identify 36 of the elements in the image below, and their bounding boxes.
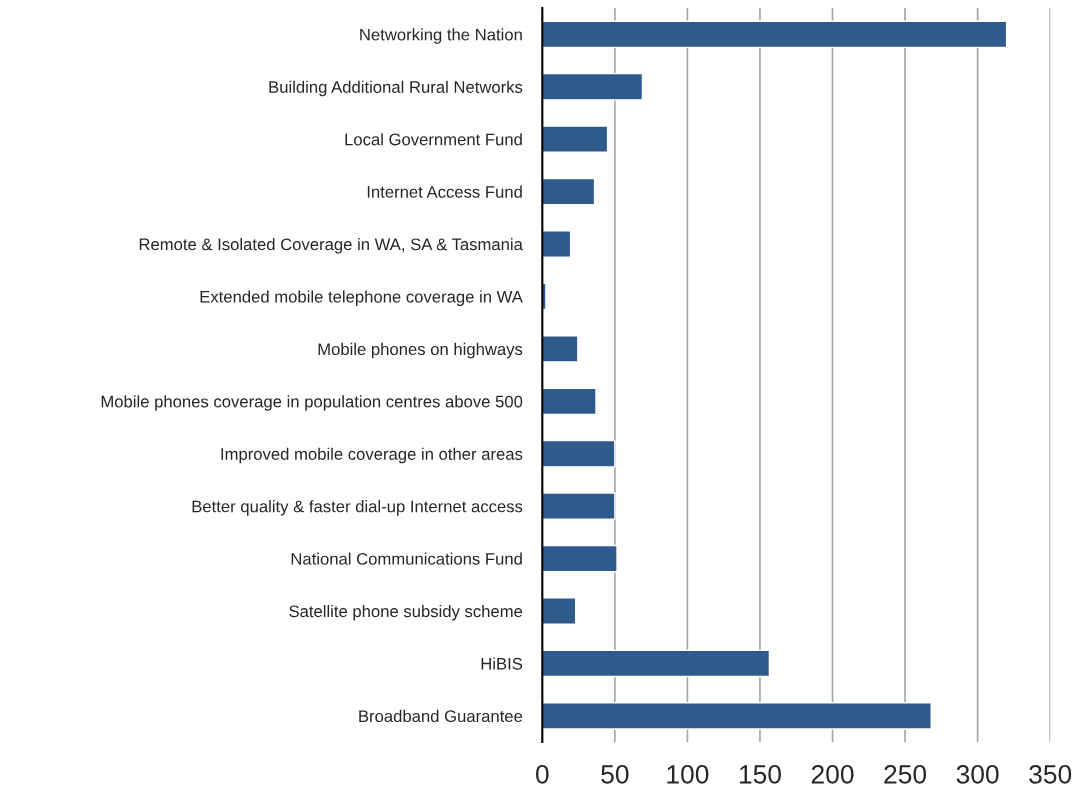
y-tick-label: HiBIS	[481, 657, 523, 670]
bar	[542, 335, 579, 363]
y-tick-label: Local Government Fund	[345, 133, 522, 146]
x-tick-label: 0	[536, 764, 549, 784]
y-tick-label: Building Additional Rural Networks	[269, 80, 523, 97]
bar	[542, 282, 547, 311]
x-tick-label: 250	[884, 764, 927, 784]
bar	[542, 20, 1008, 49]
bar	[542, 492, 616, 520]
x-tick-label: 350	[1029, 764, 1072, 784]
bar	[542, 544, 618, 573]
bar	[542, 230, 572, 258]
bar	[542, 125, 609, 153]
x-tick-label: 50	[601, 764, 629, 784]
y-tick-label: Broadband Guarantee	[359, 709, 523, 723]
y-tick-label: Internet Access Fund	[367, 185, 522, 198]
bar	[542, 597, 577, 625]
x-tick-label: 100	[667, 764, 709, 784]
x-tick-label: 200	[811, 764, 854, 784]
bar	[542, 702, 932, 730]
y-tick-label: Remote & Isolated Coverage in WA, SA & Tasmania	[139, 237, 523, 254]
x-tick-label: 150	[739, 764, 781, 784]
y-tick-label: Mobile phones coverage in population centres above 500	[101, 395, 523, 411]
x-tick-label: 300	[956, 764, 999, 784]
y-tick-label: National Communications Fund	[291, 552, 522, 565]
bar	[542, 387, 597, 416]
y-tick-label: Networking the Nation	[360, 28, 522, 44]
bar	[542, 649, 771, 678]
y-tick-label: Extended mobile telephone coverage in WA	[200, 290, 523, 306]
bar	[542, 72, 644, 101]
bar	[542, 177, 596, 206]
y-tick-label: Improved mobile coverage in other areas	[221, 447, 523, 464]
bar	[542, 439, 616, 468]
y-tick-label: Better quality & faster dial-up Internet access	[192, 500, 523, 516]
y-tick-label: Satellite phone subsidy scheme	[289, 604, 523, 621]
y-tick-label: Mobile phones on highways	[318, 342, 523, 359]
